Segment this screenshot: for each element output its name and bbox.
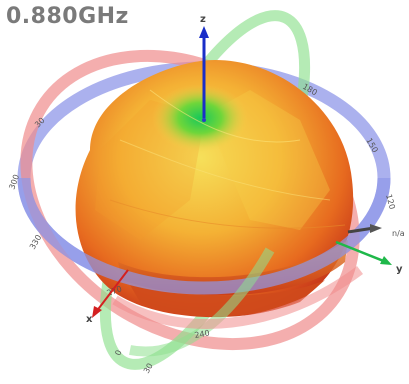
y-axis: y <box>335 240 403 275</box>
blue-ring-tick: 120 <box>384 193 397 210</box>
green-ring-front <box>129 247 275 357</box>
z-axis-label: z <box>200 14 206 25</box>
x-axis-label: x <box>86 314 93 325</box>
green-ring-tick: 30 <box>142 362 155 375</box>
x-axis: x <box>86 269 129 325</box>
port-label: n/a <box>392 229 405 238</box>
pattern-null <box>152 84 248 152</box>
z-axis: z <box>199 14 209 118</box>
port-probe: n/a <box>347 224 405 238</box>
frequency-label: 0.880GHz <box>6 4 129 29</box>
origin-marker <box>202 118 206 122</box>
red-ring-tick: 240 <box>194 328 211 340</box>
green-ring-tick: 0 <box>113 349 123 357</box>
red-ring-front <box>112 265 363 329</box>
radiation-lobe <box>75 60 354 318</box>
y-axis-label: y <box>396 264 403 275</box>
